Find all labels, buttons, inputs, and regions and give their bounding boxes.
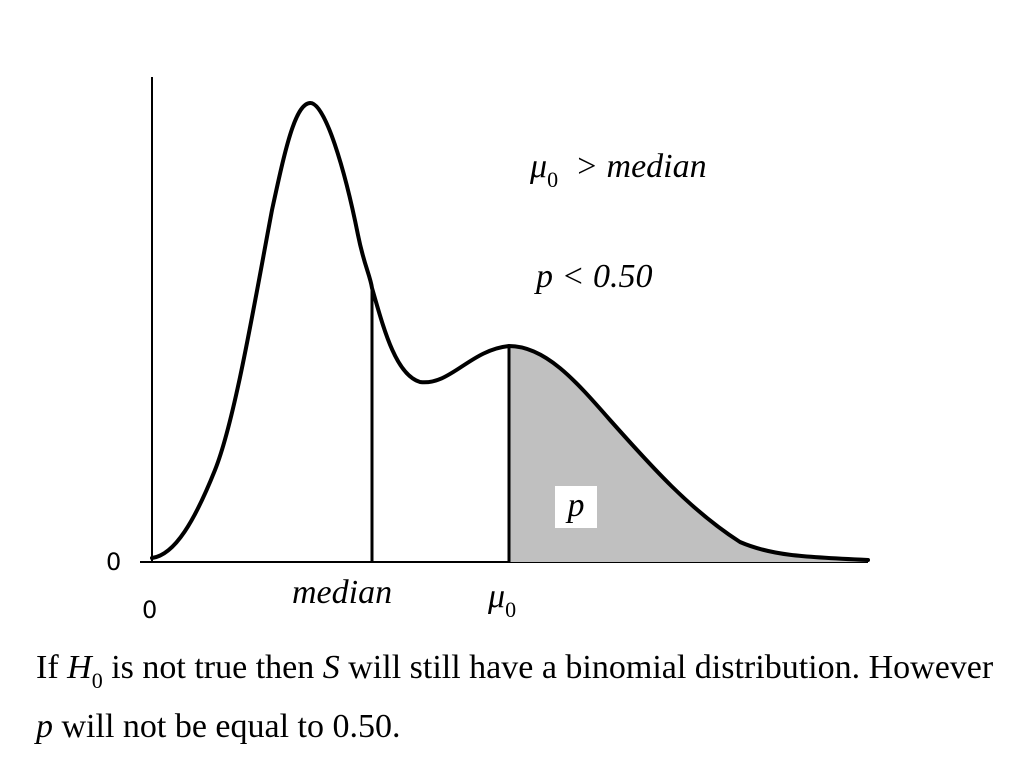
mu-symbol: μ: [488, 578, 506, 615]
mu-symbol: μ: [530, 148, 548, 185]
mu-subscript: 0: [505, 596, 517, 622]
p-shaded-area: [509, 346, 868, 562]
caption-part: is not true then: [102, 649, 323, 686]
mu-relation: > median: [575, 148, 707, 185]
median-axis-label: median: [292, 574, 393, 611]
caption-p: p: [36, 707, 53, 745]
caption-part: will still have a binomial distribution.…: [339, 649, 994, 686]
caption-H: H: [67, 649, 92, 686]
caption-H-subscript: 0: [91, 667, 103, 693]
caption-text: If H0 is not true then S will still have…: [36, 644, 996, 751]
p-less-half-annotation: p < 0.50: [536, 258, 653, 295]
caption-part: If: [36, 649, 68, 686]
mu0-greater-median-annotation: μ0 > median: [530, 148, 707, 192]
mu-subscript: 0: [547, 166, 559, 192]
mu0-axis-label: μ0: [488, 578, 517, 622]
x-zero-tick: 0: [142, 596, 158, 624]
y-zero-tick: 0: [106, 548, 122, 576]
caption-S: S: [322, 649, 340, 686]
caption-part: will not be equal to 0.50.: [53, 707, 401, 745]
p-area-label: p: [555, 486, 597, 528]
